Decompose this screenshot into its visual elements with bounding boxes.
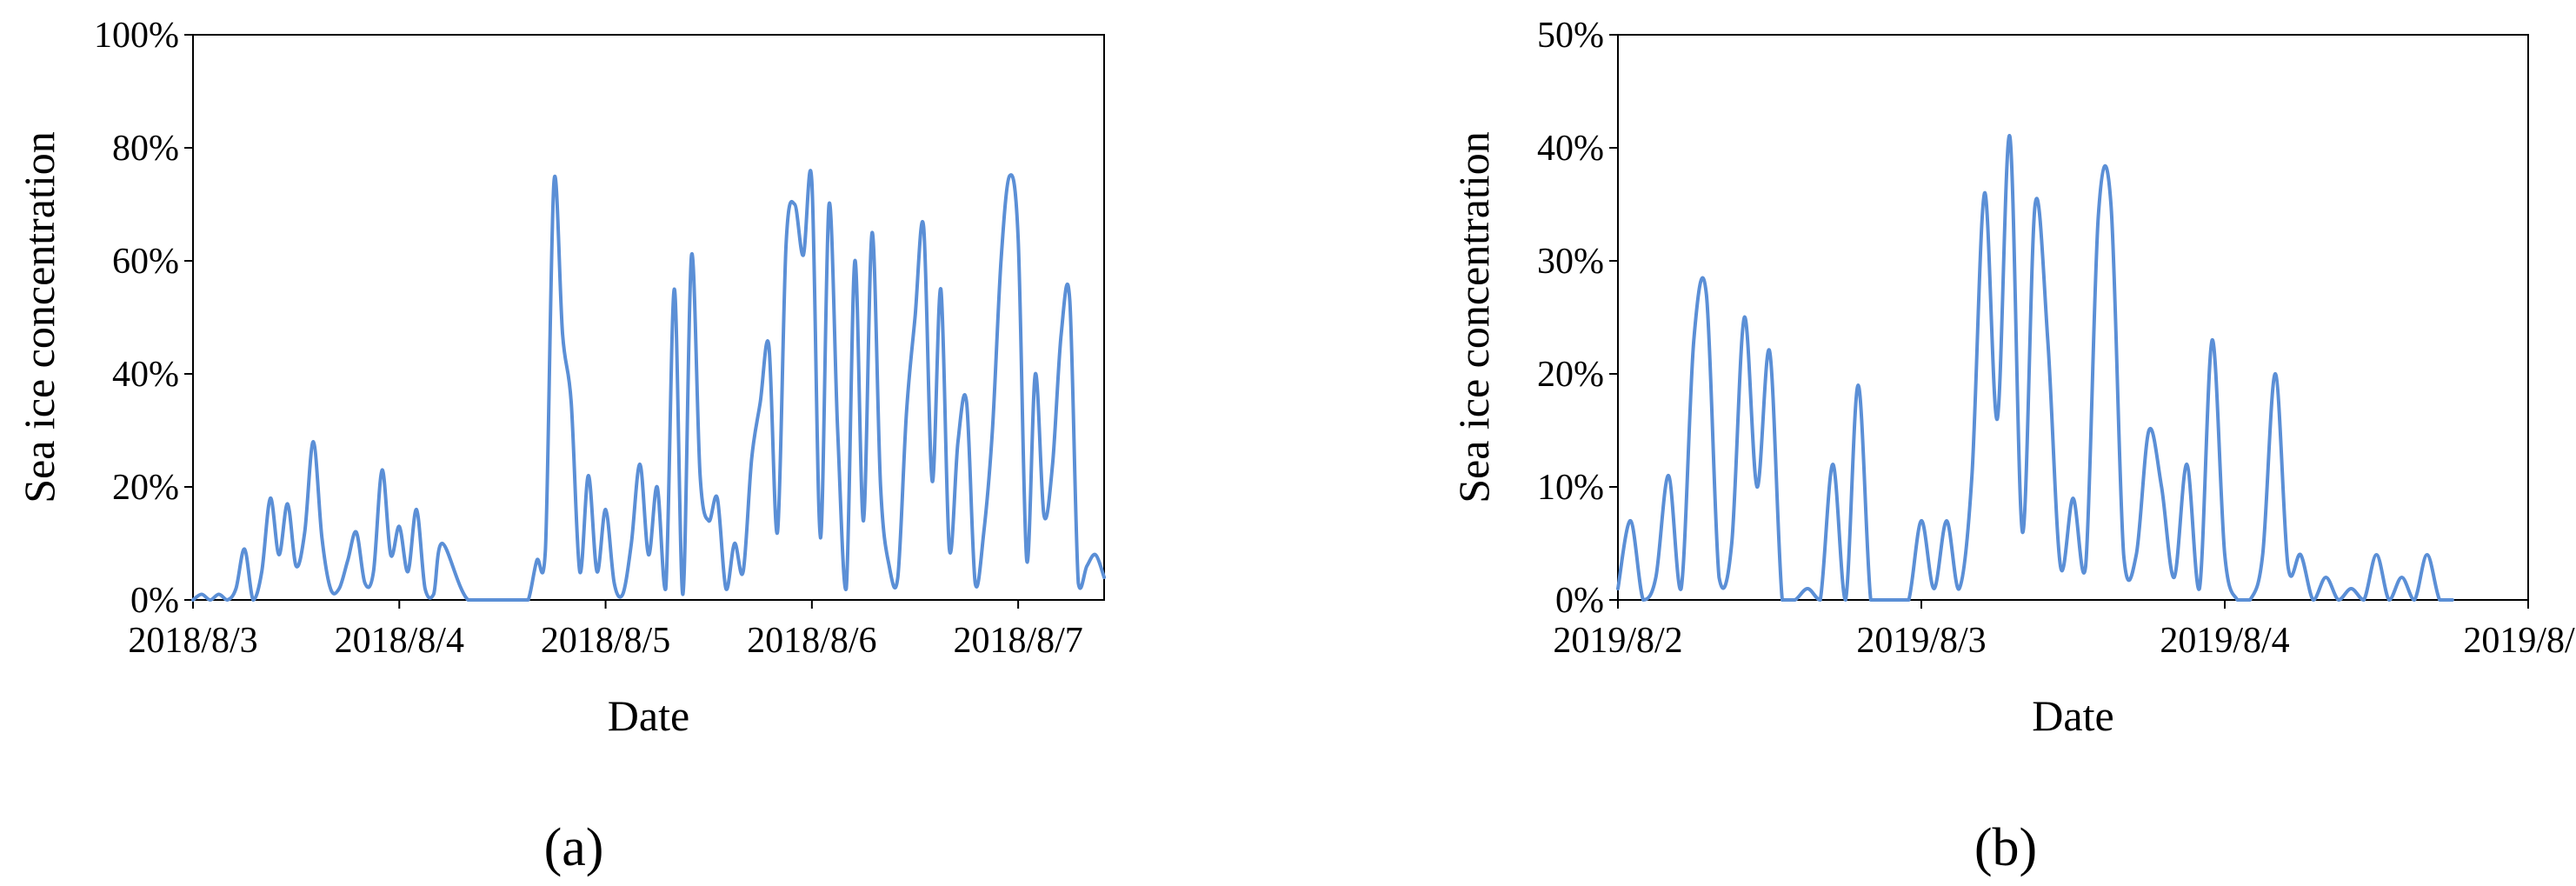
y-axis-title: Sea ice concentration <box>1449 131 1498 503</box>
y-tick-label: 30% <box>1537 242 1604 282</box>
x-axis-title: Date <box>2032 691 2113 740</box>
chart-panel-a: 0% 20% 40% 60% 80% 100% 2018/8/3 2018/8/4 2018/8… <box>15 16 1106 877</box>
x-axis-title: Date <box>608 691 689 740</box>
x-tick-label: 2019/8/3 <box>1856 621 1986 661</box>
x-tick-label: 2018/8/4 <box>335 621 464 661</box>
x-tick-label: 2018/8/5 <box>541 621 670 661</box>
plot-area-frame <box>1617 34 2529 601</box>
x-tick-label: 2018/8/6 <box>747 621 876 661</box>
x-tick-label: 2019/8/5 <box>2463 621 2576 661</box>
x-tick-label: 2018/8/7 <box>953 621 1082 661</box>
y-tick-label: 100% <box>94 16 179 56</box>
series-line-0 <box>191 169 1106 602</box>
panel-label: (a) <box>544 818 604 877</box>
plot-area-frame <box>192 34 1105 601</box>
x-tick-label: 2019/8/2 <box>1553 621 1682 661</box>
x-tick-label: 2018/8/3 <box>128 621 257 661</box>
y-tick-label: 0% <box>1555 581 1604 621</box>
y-tick-label: 40% <box>112 355 179 395</box>
chart-panel-b: 0% 10% 20% 30% 40% 50% 2019/8/2 2019/8/3 2019/8/… <box>1449 16 2576 877</box>
series-line-0 <box>1616 134 2454 602</box>
y-tick-label: 20% <box>1537 355 1604 395</box>
y-tick-label: 50% <box>1537 16 1604 56</box>
y-tick-label: 0% <box>130 581 179 621</box>
x-tick-label: 2019/8/4 <box>2160 621 2289 661</box>
y-tick-label: 10% <box>1537 468 1604 508</box>
y-tick-label: 60% <box>112 242 179 282</box>
y-axis-title: Sea ice concentration <box>15 131 63 503</box>
y-tick-label: 20% <box>112 468 179 508</box>
y-tick-label: 80% <box>112 129 179 169</box>
panel-label: (b) <box>1974 818 2037 877</box>
y-tick-label: 40% <box>1537 129 1604 169</box>
